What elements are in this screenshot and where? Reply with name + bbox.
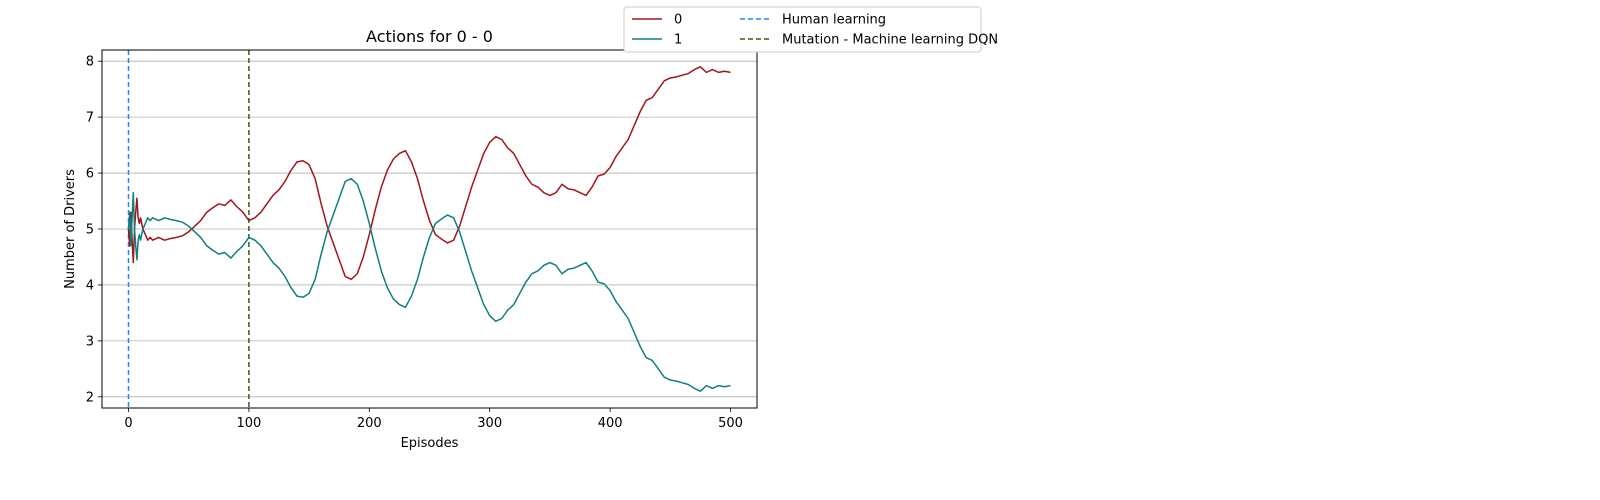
series-line-1 bbox=[127, 177, 731, 392]
y-tick-label: 2 bbox=[86, 390, 94, 405]
y-tick-label: 3 bbox=[86, 334, 94, 349]
x-tick-label: 100 bbox=[236, 416, 261, 431]
y-tick-label: 7 bbox=[86, 111, 94, 126]
series-group bbox=[127, 66, 731, 392]
chart-title: Actions for 0 - 0 bbox=[366, 27, 493, 46]
x-axis-label: Episodes bbox=[401, 436, 459, 451]
legend-frame bbox=[623, 6, 982, 53]
x-tick-label: 300 bbox=[477, 416, 502, 431]
legend-label: Mutation - Machine learning DQN bbox=[782, 33, 998, 48]
reference-lines bbox=[127, 50, 250, 408]
y-tick-label: 8 bbox=[86, 55, 94, 70]
y-axis: 2 3 4 5 6 7 8 bbox=[86, 55, 102, 405]
legend-label: 1 bbox=[674, 33, 682, 48]
legend-label: Human learning bbox=[782, 13, 886, 28]
x-tick-label: 200 bbox=[357, 416, 382, 431]
y-tick-label: 5 bbox=[86, 223, 94, 238]
x-tick-label: 400 bbox=[598, 416, 623, 431]
x-axis: 0 100 200 300 400 500 bbox=[124, 408, 743, 431]
series-line-0 bbox=[127, 66, 731, 281]
y-tick-label: 4 bbox=[86, 278, 94, 293]
grid bbox=[102, 60, 757, 398]
legend: 0 1 Human learning Mutation - Machine learn… bbox=[623, 6, 998, 53]
x-tick-label: 0 bbox=[124, 416, 132, 431]
y-tick-label: 6 bbox=[86, 167, 94, 182]
y-axis-label: Number of Drivers bbox=[63, 169, 78, 289]
legend-label: 0 bbox=[674, 13, 682, 28]
x-tick-label: 500 bbox=[718, 416, 743, 431]
